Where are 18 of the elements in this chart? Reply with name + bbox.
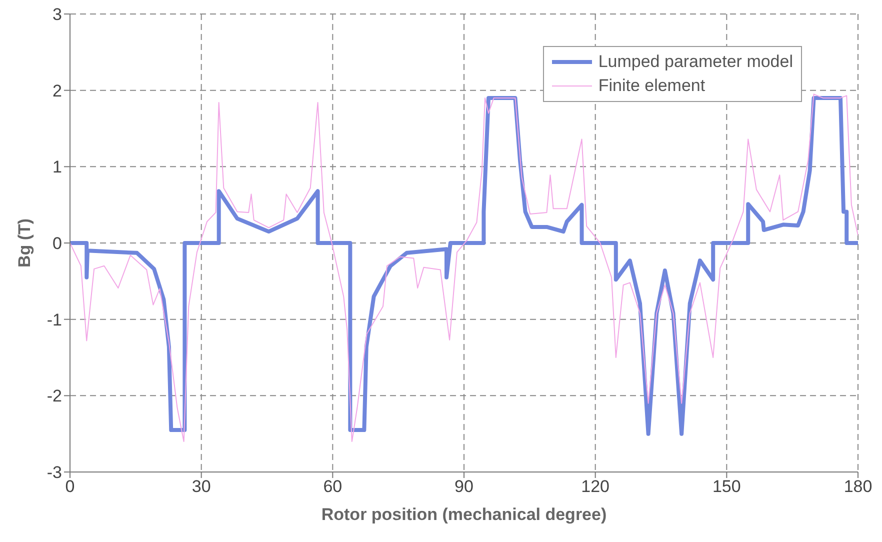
x-tick-label: 60 (323, 477, 342, 496)
x-tick-label: 0 (65, 477, 75, 496)
y-tick-label: 1 (52, 158, 62, 177)
y-tick-label: -2 (46, 386, 62, 406)
y-tick-label: 0 (52, 234, 62, 254)
y-axis-title: Bg (T) (15, 218, 34, 268)
y-tick-label: -3 (46, 463, 62, 482)
x-tick-label: 30 (192, 477, 211, 496)
y-tick-label: 2 (52, 81, 62, 100)
y-tick-label: 3 (52, 5, 62, 24)
x-tick-label: 150 (712, 477, 741, 496)
legend-label: Finite element (598, 75, 706, 97)
x-tick-label: 120 (581, 477, 610, 496)
x-axis-title: Rotor position (mechanical degree) (321, 505, 607, 524)
y-tick-label: -1 (46, 310, 62, 330)
x-tick-label: 180 (844, 477, 872, 496)
legend-label: Lumped parameter model (598, 51, 793, 73)
x-tick-label: 90 (454, 477, 474, 496)
